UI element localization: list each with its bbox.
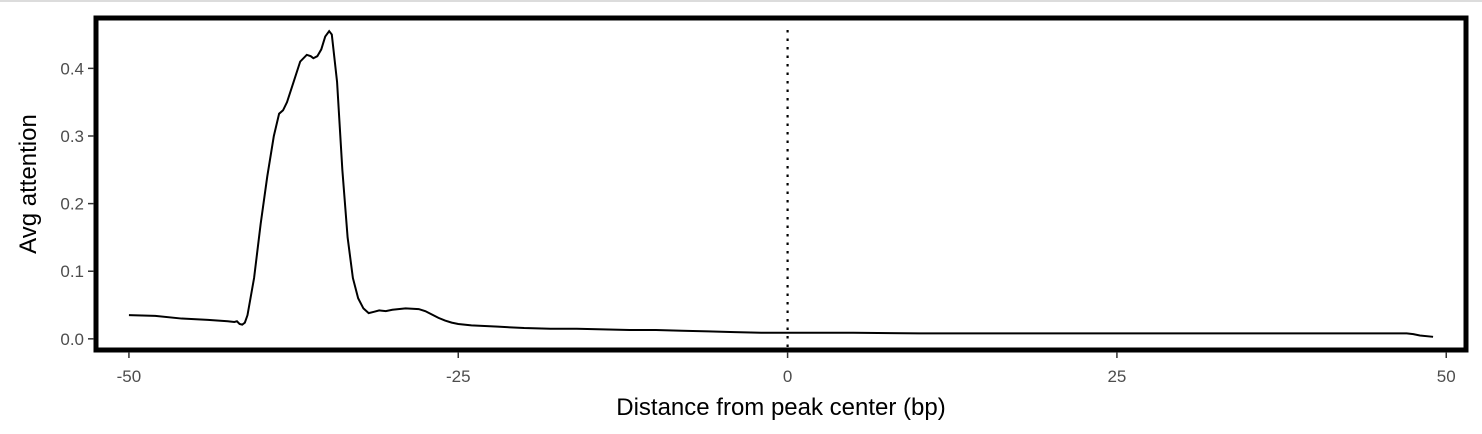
x-tick-label: 0 xyxy=(783,367,792,386)
x-axis-title: Distance from peak center (bp) xyxy=(616,394,945,421)
x-tick-label: -25 xyxy=(446,367,471,386)
y-axis-title: Avg attention xyxy=(15,114,42,254)
y-tick-label: 0.0 xyxy=(60,330,84,349)
y-tick-label: 0.1 xyxy=(60,262,84,281)
x-tick-label: -50 xyxy=(117,367,142,386)
series-line xyxy=(128,29,1434,338)
y-tick-label: 0.2 xyxy=(60,195,84,214)
y-tick-label: 0.4 xyxy=(60,59,84,78)
top-rule xyxy=(0,0,1482,2)
y-tick-label: 0.3 xyxy=(60,127,84,146)
x-tick-label: 25 xyxy=(1107,367,1126,386)
x-tick-label: 50 xyxy=(1437,367,1456,386)
plot-panel-border xyxy=(93,15,1469,353)
